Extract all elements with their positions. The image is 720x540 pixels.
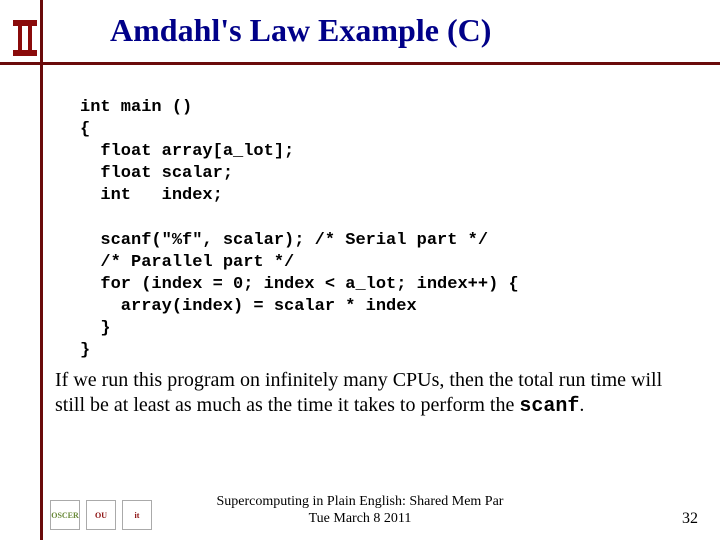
para-text-post: . (579, 394, 584, 416)
page-number: 32 (682, 510, 698, 528)
code-block: int main () { float array[a_lot]; float … (80, 97, 519, 362)
para-scanf: scanf (519, 395, 579, 418)
slide-title: Amdahl's Law Example (C) (110, 12, 690, 49)
horizontal-rule (0, 62, 720, 65)
footer-line1: Supercomputing in Plain English: Shared … (0, 494, 720, 511)
footer: Supercomputing in Plain English: Shared … (0, 494, 720, 528)
vertical-rule (40, 0, 43, 540)
footer-line2: Tue March 8 2011 (0, 511, 720, 528)
explanation-paragraph: If we run this program on infinitely man… (55, 368, 685, 419)
ou-logo (10, 18, 40, 58)
